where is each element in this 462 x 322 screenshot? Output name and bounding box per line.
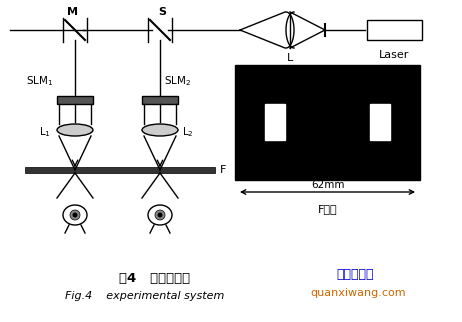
Text: L$_1$: L$_1$ [39, 125, 51, 139]
Text: Fig.4    experimental system: Fig.4 experimental system [65, 291, 225, 301]
Text: 中国全息网: 中国全息网 [336, 268, 374, 280]
Bar [142, 96, 178, 104]
Bar [25, 167, 215, 173]
Ellipse shape [70, 210, 80, 220]
Bar [265, 104, 285, 140]
Ellipse shape [142, 124, 178, 136]
Text: L$_2$: L$_2$ [182, 125, 194, 139]
Bar [367, 20, 422, 40]
Text: S: S [158, 7, 166, 17]
Bar [57, 96, 93, 104]
Text: Laser: Laser [379, 50, 409, 60]
Text: SLM$_2$: SLM$_2$ [164, 74, 191, 88]
Text: F: F [220, 165, 226, 175]
Bar [235, 65, 420, 180]
Text: SLM$_1$: SLM$_1$ [25, 74, 53, 88]
Ellipse shape [73, 213, 78, 217]
Text: quanxiwang.com: quanxiwang.com [310, 288, 406, 298]
Text: F光闸: F光闸 [318, 204, 337, 214]
Bar [370, 104, 390, 140]
Text: L: L [287, 53, 293, 63]
Text: 62mm: 62mm [311, 180, 344, 190]
Ellipse shape [158, 213, 163, 217]
Text: M: M [67, 7, 79, 17]
Ellipse shape [155, 210, 165, 220]
Ellipse shape [57, 124, 93, 136]
Text: 图4   实验系统图: 图4 实验系统图 [120, 271, 190, 285]
